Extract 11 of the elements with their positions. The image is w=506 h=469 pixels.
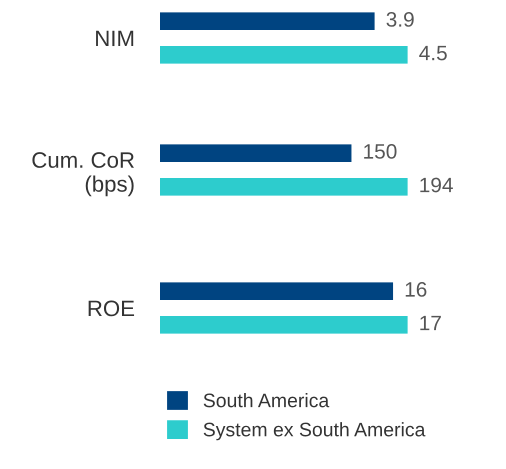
- data-label: 194: [420, 178, 453, 192]
- legend-label: South America: [204, 393, 330, 408]
- legend-label: System ex South America: [204, 422, 426, 440]
- data-label: 17: [420, 316, 441, 330]
- y-tick-label: NIM: [96, 30, 134, 46]
- data-label: 16: [406, 282, 426, 297]
- y-tick-label: ROE: [88, 300, 134, 316]
- data-label: 150: [364, 144, 397, 159]
- y-tick-label: Cum. CoR (bps): [32, 152, 134, 196]
- data-label: 4.5: [419, 46, 447, 60]
- data-label: 3.9: [386, 12, 414, 27]
